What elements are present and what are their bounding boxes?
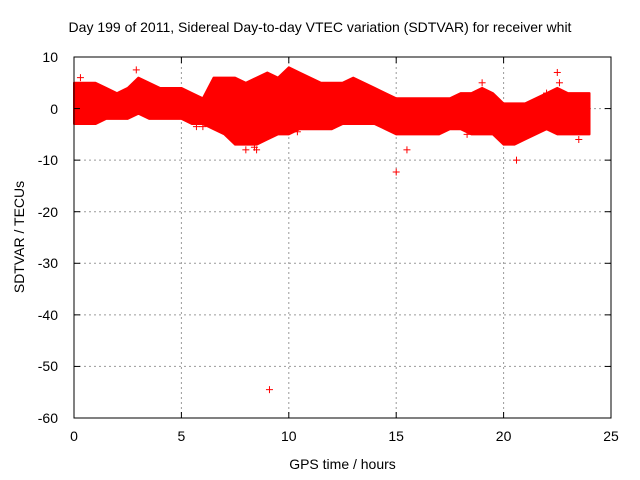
data-point — [253, 146, 261, 154]
x-tick-label: 25 — [603, 428, 619, 444]
x-tick-label: 5 — [177, 428, 186, 444]
y-tick-label: 0 — [50, 100, 58, 117]
data-point — [242, 146, 250, 154]
data-point — [392, 168, 400, 176]
y-tick-label: 10 — [42, 49, 58, 65]
y-tick-label: -60 — [37, 410, 58, 426]
data-point — [199, 123, 207, 131]
plot-frame — [73, 56, 612, 419]
data-point — [555, 79, 563, 87]
x-tick-label: 20 — [495, 428, 512, 444]
data-point — [543, 89, 551, 97]
chart-title: Day 199 of 2011, Sidereal Day-to-day VTE… — [68, 19, 572, 35]
x-tick-label: 0 — [70, 428, 78, 444]
y-tick-label: -10 — [37, 152, 58, 169]
data-point — [265, 386, 273, 394]
data-point — [132, 66, 140, 74]
data-point — [553, 68, 561, 76]
x-tick-label: 15 — [388, 428, 404, 444]
y-tick-label: -40 — [37, 306, 58, 323]
data-point — [76, 74, 84, 82]
data-point — [575, 136, 583, 144]
axis-ticks — [73, 56, 612, 419]
y-tick-label: -30 — [37, 255, 58, 272]
sdtvar-band — [73, 66, 591, 146]
x-axis-label: GPS time / hours — [289, 456, 396, 472]
x-tick-label: 10 — [281, 428, 297, 444]
data-series — [73, 66, 591, 394]
data-point — [512, 156, 520, 164]
data-point — [293, 128, 301, 136]
data-point — [478, 79, 486, 87]
data-point — [192, 123, 200, 131]
y-axis-label: SDTVAR / TECUs — [11, 180, 27, 294]
y-tick-label: -20 — [37, 203, 58, 220]
y-tick-label: -50 — [37, 358, 58, 375]
data-point — [463, 130, 471, 138]
data-point — [403, 146, 411, 154]
